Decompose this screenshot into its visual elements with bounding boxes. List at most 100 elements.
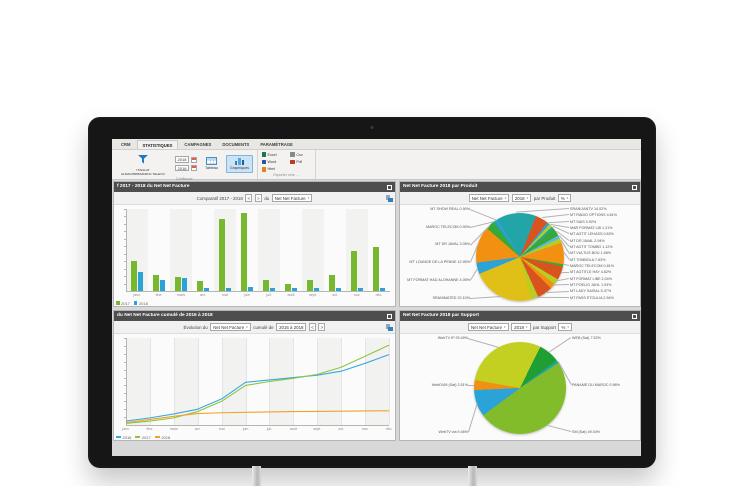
unit-select-value: % (561, 324, 566, 330)
chevron-down-icon: ▾ (504, 325, 506, 329)
measure-select-value: Net Net Facture (471, 195, 503, 201)
unit-select[interactable]: % ▾ (558, 323, 572, 331)
measure-select-value: Net Net Facture (213, 324, 245, 330)
panel-titlebar: Net Net Facture 2018 par Produit (400, 182, 640, 192)
maximize-icon[interactable] (387, 313, 392, 319)
panel-title: f 2017 - 2018 du Net Net Facture (117, 184, 190, 189)
group-caption-exporter: Exporter vers ... (273, 173, 299, 177)
word-icon (261, 159, 266, 165)
produit-pie-chart: MT SHOW REAL 0.90% MAROC TELECOM 0.90% MT … (400, 205, 640, 306)
chart-type-icon[interactable] (385, 195, 393, 202)
ribbon: CRM STATISTIQUES CAMPAGNES DOCUMENTS PAR… (112, 139, 641, 181)
export-word-button[interactable]: Word (261, 159, 285, 165)
chart-type-icon[interactable] (385, 324, 393, 331)
chevron-down-icon: ▾ (526, 196, 529, 200)
export-label: Pdf (296, 159, 302, 164)
tab-documents[interactable]: DOCUMENTS (222, 142, 250, 147)
prev-button[interactable]: < (308, 323, 316, 331)
maximize-icon[interactable] (387, 184, 392, 190)
support-pie-chart: WebTV IP 29.49% WebDVM (Sat) 3.51% WebTV v… (400, 334, 640, 440)
monitor-stand-right (468, 466, 477, 486)
export-excel-button[interactable]: Excel (261, 152, 285, 157)
filter-label-line1: ITISALAT (136, 168, 150, 172)
panel-title: Net Net Facture 2018 par Support (403, 313, 479, 318)
ribbon-tab-bar: CRM STATISTIQUES CAMPAGNES DOCUMENTS PAR… (112, 139, 641, 150)
year-to-input[interactable]: 2018 (175, 164, 189, 172)
par-produit-label: par Produit (533, 195, 556, 201)
table-icon (205, 157, 217, 166)
du-label: du (264, 195, 270, 201)
ribbon-body: ITISALAT ALMAGHRIB/MAROC TELECO 2018 201… (112, 150, 641, 181)
prev-button[interactable]: < (245, 194, 253, 202)
export-pdf-button[interactable]: Pdf (290, 159, 310, 165)
chevron-down-icon: ▾ (567, 325, 569, 329)
html-icon (261, 167, 266, 172)
filter-label-line2: ALMAGHRIB/MAROC TELECO (121, 171, 165, 176)
year-select[interactable]: 2018 ▾ (511, 194, 532, 202)
panel-toolbar: Comparatif 2017 - 2018 < > du Net Net Fa… (114, 192, 395, 205)
year-select[interactable]: 2018 ▾ (511, 323, 531, 331)
maximize-icon[interactable] (632, 184, 637, 190)
unit-select[interactable]: % ▾ (557, 194, 572, 202)
tab-campagnes[interactable]: CAMPAGNES (184, 142, 212, 147)
comparatif-bar-chart: janv. févr. mars avr. mai juin juil. août sept. o… (114, 205, 395, 306)
group-caption-configurer: Configurer (175, 176, 193, 181)
export-label: Word (267, 159, 277, 164)
tab-parametrage[interactable]: PARAMÉTRAGE (260, 142, 293, 147)
export-label: Excel (267, 152, 277, 157)
tableau-button[interactable]: Tableau (202, 155, 222, 173)
year-select-value: 2018 (514, 195, 525, 201)
panel-toolbar: Net Net Facture ▾ 2018 ▾ par Support % ▾ (400, 321, 640, 334)
maximize-icon[interactable] (632, 313, 637, 319)
next-button[interactable]: > (254, 194, 262, 202)
measure-select-value: Net Net Facture (471, 324, 503, 330)
export-label: Csv (296, 152, 303, 157)
measure-select[interactable]: Net Net Facture ▾ (210, 323, 251, 331)
panel-produit: Net Net Facture 2018 par Produit Net Net… (399, 181, 641, 307)
tab-statistiques[interactable]: STATISTIQUES (136, 140, 179, 149)
tableau-label: Tableau (205, 166, 218, 171)
calendar-icon[interactable] (190, 165, 197, 172)
chevron-down-icon: ▾ (504, 196, 507, 200)
panel-comparatif: f 2017 - 2018 du Net Net Facture Compara… (113, 181, 396, 307)
comparatif-label: Comparatif 2017 - 2018 (196, 195, 243, 201)
panel-toolbar: Net Net Facture ▾ 2018 ▾ par Produit % ▾ (400, 192, 640, 205)
panel-titlebar: f 2017 - 2018 du Net Net Facture (114, 182, 395, 192)
app-screen: CRM STATISTIQUES CAMPAGNES DOCUMENTS PAR… (112, 139, 641, 456)
calendar-icon[interactable] (190, 156, 197, 163)
next-button[interactable]: > (318, 323, 326, 331)
excel-icon (261, 152, 266, 157)
chevron-down-icon: ▾ (525, 325, 528, 329)
tab-crm[interactable]: CRM (121, 142, 131, 147)
year-select-value: 2018 (514, 324, 524, 330)
filter-company-button[interactable]: ITISALAT ALMAGHRIB/MAROC TELECO (116, 151, 170, 177)
ribbon-group-exporter: Excel Word Html (258, 150, 316, 179)
pdf-icon (290, 159, 295, 165)
export-label: Html (267, 167, 276, 172)
measure-select[interactable]: Net Net Facture ▾ (468, 194, 510, 202)
export-csv-button[interactable]: Csv (290, 152, 310, 157)
par-support-label: par Support (533, 324, 556, 330)
panel-evolution: du Net Net Facture cumulé de 2016 à 2018… (113, 310, 396, 441)
measure-select[interactable]: Net Net Facture ▾ (271, 194, 313, 202)
panel-titlebar: du Net Net Facture cumulé de 2016 à 2018 (114, 311, 395, 321)
chevron-down-icon: ▾ (566, 196, 569, 200)
export-html-button[interactable]: Html (261, 167, 285, 172)
cumule-label: cumulé de (253, 324, 274, 330)
unit-select-value: % (560, 195, 565, 201)
measure-select[interactable]: Net Net Facture ▾ (468, 323, 509, 331)
graphiques-button[interactable]: Graphiques (226, 154, 253, 173)
year-from-input[interactable]: 2018 (175, 156, 189, 163)
monitor-bezel: CRM STATISTIQUES CAMPAGNES DOCUMENTS PAR… (88, 117, 656, 468)
evolution-line-chart: janv. févr. mars avr. mai juin juil. août sept. o… (114, 334, 395, 440)
dashboard: f 2017 - 2018 du Net Net Facture Compara… (112, 180, 641, 456)
chart-legend: 2017 2018 (116, 301, 148, 306)
evolution-label: Évolution du (183, 324, 208, 330)
filter-icon (138, 151, 148, 169)
chevron-down-icon: ▾ (307, 196, 310, 200)
range-select-value: 2016 à 2018 (279, 324, 304, 330)
graphiques-label: Graphiques (229, 166, 249, 171)
panel-support: Net Net Facture 2018 par Support Net Net… (399, 310, 641, 441)
range-select[interactable]: 2016 à 2018 (276, 323, 307, 331)
